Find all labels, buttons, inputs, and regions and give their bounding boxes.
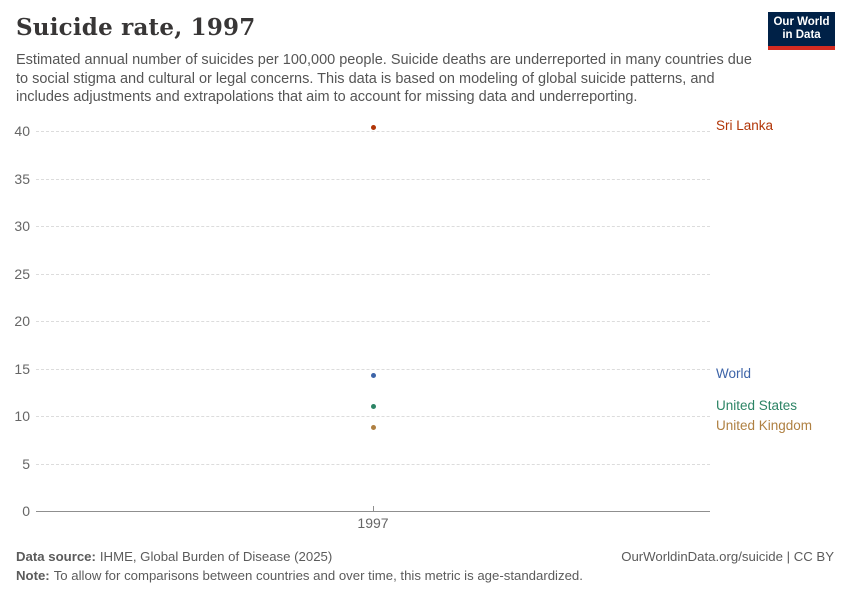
gridline-35	[36, 178, 710, 180]
data-point-united-states[interactable]	[370, 404, 376, 409]
gridline-15	[36, 368, 710, 370]
data-point-world[interactable]	[370, 372, 376, 378]
gridline-10	[36, 416, 710, 417]
series-label-united-kingdom[interactable]: United Kingdom	[716, 418, 813, 434]
y-tick-label-20: 20	[14, 313, 30, 329]
y-tick-label-25: 25	[14, 265, 30, 282]
x-tick-label: 1997	[357, 515, 389, 531]
series-label-world[interactable]: World	[716, 366, 752, 382]
gridline-30	[36, 226, 710, 227]
gridline-5	[36, 463, 710, 465]
x-axis-baseline	[36, 511, 710, 512]
note-line: Note: To allow for comparisons between co…	[16, 566, 583, 585]
data-point-united-kingdom[interactable]	[370, 424, 376, 430]
gridline-25	[36, 273, 710, 275]
y-tick-label-0: 0	[22, 503, 30, 519]
owid-logo[interactable]: Our World in Data	[768, 12, 835, 50]
series-label-united-states[interactable]: United States	[716, 397, 798, 413]
y-tick-label-30: 30	[14, 218, 30, 234]
note-label: Note:	[16, 568, 50, 583]
y-tick-label-40: 40	[14, 123, 30, 139]
owid-logo-line2: in Data	[782, 29, 821, 41]
owid-logo-line1: Our World	[773, 15, 830, 28]
gridline-40	[36, 131, 710, 132]
page-title: Suicide rate, 1997	[16, 14, 256, 41]
data-source-label: Data source:	[16, 549, 96, 564]
owid-url-link[interactable]: OurWorldinData.org/suicide | CC BY	[621, 549, 834, 564]
series-label-sri-lanka[interactable]: Sri Lanka	[716, 118, 774, 134]
y-tick-label-10: 10	[14, 408, 30, 424]
data-source-line: Data source: IHME, Global Burden of Disea…	[16, 547, 332, 566]
x-axis-tick	[373, 506, 374, 511]
gridline-20	[36, 321, 710, 322]
y-tick-label-35: 35	[14, 170, 30, 187]
note-text: To allow for comparisons between countri…	[53, 568, 583, 583]
chart-footer: Data source: IHME, Global Burden of Disea…	[16, 547, 834, 585]
data-source-text: IHME, Global Burden of Disease (2025)	[99, 549, 333, 564]
chart-subtitle: Estimated annual number of suicides per …	[16, 52, 752, 106]
y-tick-label-15: 15	[14, 360, 30, 377]
y-tick-label-5: 5	[22, 455, 30, 472]
data-point-sri-lanka[interactable]	[370, 124, 376, 130]
